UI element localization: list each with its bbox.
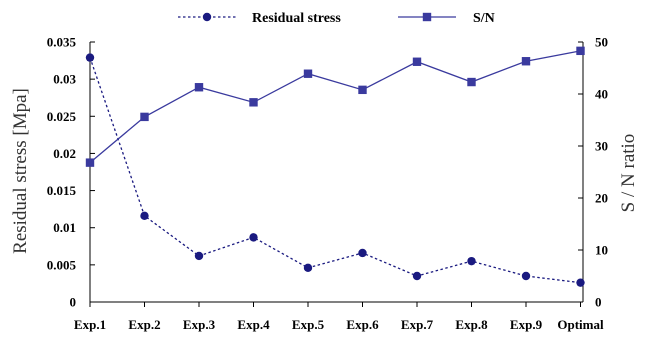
s-n-point [249, 98, 258, 107]
left-y-tick-label: 0.035 [47, 35, 77, 50]
left-y-tick-label: 0.025 [47, 109, 77, 124]
legend-residual-stress-label: Residual stress [252, 11, 341, 26]
right-y-tick-label: 40 [595, 87, 608, 102]
s-n-point [576, 46, 585, 56]
residual-stress-point [85, 53, 95, 62]
right-y-tick-label: 20 [595, 191, 608, 206]
residual-stress-point [521, 271, 531, 281]
left-axis-title: Residual stress [Mpa] [10, 88, 31, 254]
s-n-point [412, 57, 422, 66]
x-tick-label: Exp.2 [128, 317, 160, 332]
s-n-point [85, 158, 95, 167]
s-n-point [140, 112, 149, 122]
residual-stress-point [412, 271, 422, 281]
plot-area: 0 0.005 0.01 0.015 0.02 0.025 0.03 0.035 0 10 20 30… [47, 35, 608, 333]
x-tick-label: Exp.3 [183, 317, 216, 332]
s-n-point [358, 85, 367, 95]
x-tick-label: Exp.6 [346, 317, 379, 332]
residual-stress-line [89, 57, 581, 284]
residual-stress-point [194, 251, 204, 261]
s-n-point [521, 57, 531, 66]
left-y-tick-label: 0.005 [47, 257, 77, 272]
x-tick-label: Exp.1 [74, 317, 106, 332]
s-n-point [194, 83, 204, 92]
left-y-tick-label: 0.03 [53, 72, 76, 87]
s-n-line [89, 50, 581, 164]
right-y-tick-label: 10 [595, 243, 608, 258]
residual-stress-point [303, 263, 313, 273]
right-axis-title: S / N ratio [618, 134, 639, 213]
x-tick-label: Exp.5 [292, 317, 325, 332]
x-tick-label: Exp.8 [455, 317, 488, 332]
x-tick-label: Exp.4 [237, 317, 270, 332]
residual-stress-point [140, 211, 149, 221]
legend-residual-stress-marker [202, 12, 212, 22]
legend: Residual stress S/N [178, 11, 495, 26]
legend-s-n-label: S/N [473, 11, 495, 26]
right-y-tick-label: 30 [595, 139, 608, 154]
left-y-tick-label: 0.02 [53, 146, 76, 161]
residual-stress-point [576, 278, 585, 287]
left-y-tick-label: 0.01 [53, 220, 76, 235]
s-n-point [467, 77, 476, 87]
x-tick-label: Exp.9 [510, 317, 543, 332]
s-n-point [303, 69, 313, 78]
residual-stress-point [467, 256, 476, 266]
residual-stress-point [249, 233, 258, 242]
right-y-tick-label: 50 [595, 35, 608, 50]
x-tick-label: Optimal [557, 317, 604, 332]
legend-s-n-marker [422, 12, 432, 22]
right-y-tick-label: 0 [595, 295, 602, 310]
left-y-tick-label: 0.015 [47, 183, 77, 198]
residual-stress-point [358, 248, 367, 258]
left-y-tick-label: 0 [70, 295, 77, 310]
x-tick-label: Exp.7 [401, 317, 434, 332]
